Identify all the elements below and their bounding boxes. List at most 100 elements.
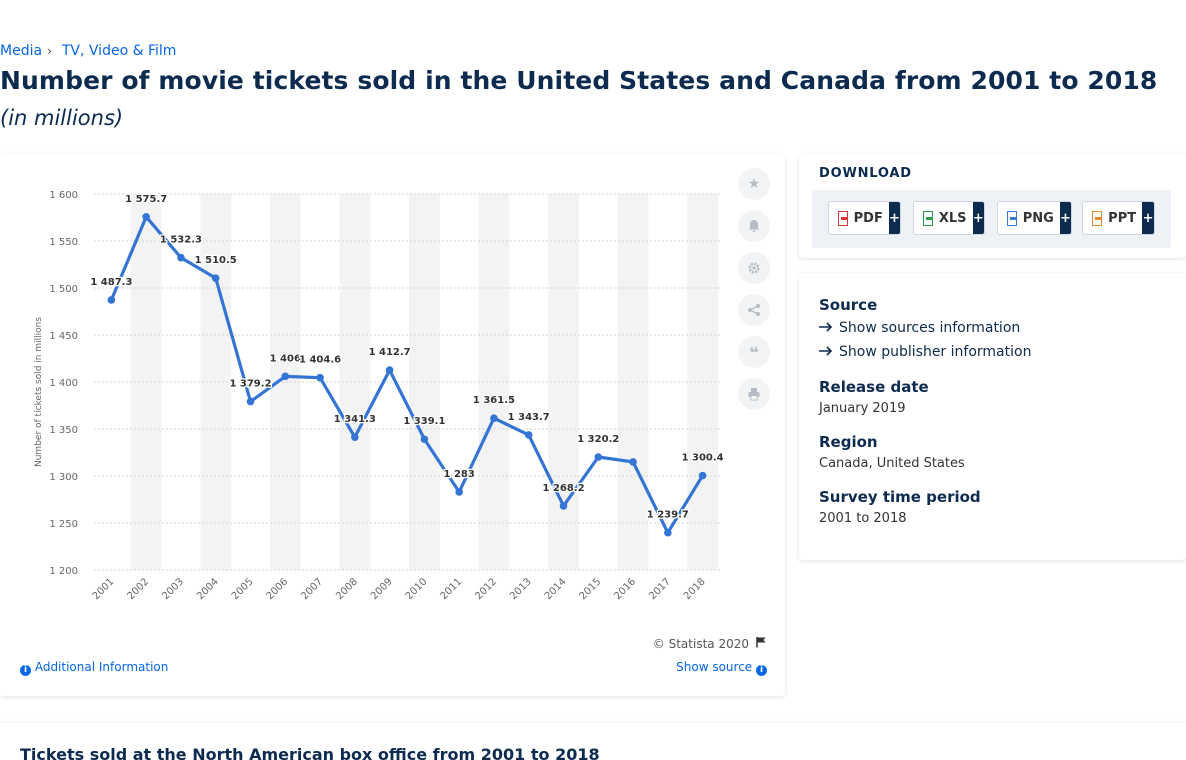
x-tick-label: 2010 bbox=[404, 576, 430, 602]
data-point bbox=[490, 414, 498, 422]
additional-information-label: Additional Information bbox=[34, 660, 169, 674]
show-publisher-link[interactable]: Show publisher information bbox=[819, 344, 1031, 360]
region-heading: Region bbox=[819, 433, 878, 451]
additional-information-link[interactable]: i Additional Information bbox=[20, 660, 168, 676]
x-tick-label: 2005 bbox=[230, 576, 256, 602]
data-point bbox=[664, 528, 672, 537]
release-date-heading: Release date bbox=[819, 378, 929, 396]
page-subtitle: (in millions) bbox=[0, 106, 124, 130]
show-sources-link[interactable]: Show sources information bbox=[819, 320, 1020, 336]
arrow-right-icon bbox=[819, 344, 833, 360]
data-point bbox=[385, 366, 394, 374]
x-tick-label: 2017 bbox=[647, 576, 673, 602]
cite-quote-icon[interactable]: ❝ bbox=[738, 336, 770, 368]
data-label: 1 361.5 bbox=[473, 395, 515, 406]
y-tick-label: 1 200 bbox=[49, 566, 78, 577]
data-label: 1 283 bbox=[444, 469, 475, 480]
info-icon: i bbox=[756, 665, 767, 676]
data-label: 1 343.7 bbox=[508, 412, 550, 423]
line-chart: 1 200 1 250 1 300 1 350 1 400 1 450 1 500 1 550… bbox=[34, 190, 725, 602]
x-tick-label: 2014 bbox=[543, 576, 569, 602]
ppt-file-icon bbox=[1092, 210, 1103, 226]
data-point bbox=[107, 296, 116, 304]
data-point bbox=[281, 372, 290, 381]
top-bar bbox=[0, 0, 1186, 30]
y-tick-label: 1 400 bbox=[49, 378, 78, 389]
data-point bbox=[351, 433, 359, 441]
data-label: 1 379.2 bbox=[229, 379, 271, 390]
show-source-label: Show source bbox=[676, 660, 753, 674]
data-label: 1 510.5 bbox=[195, 255, 237, 266]
data-point bbox=[316, 373, 324, 382]
plus-icon[interactable]: + bbox=[1142, 202, 1154, 234]
show-sources-label: Show sources information bbox=[839, 320, 1021, 336]
plus-icon[interactable]: + bbox=[1059, 202, 1071, 234]
page-title: Number of movie tickets sold in the Unit… bbox=[0, 66, 1158, 95]
statista-credit: © Statista 2020 bbox=[653, 636, 767, 651]
flag-icon[interactable] bbox=[755, 636, 767, 651]
data-point bbox=[559, 502, 568, 510]
data-label: 1 339.1 bbox=[403, 416, 445, 427]
data-point bbox=[698, 471, 707, 480]
data-label: 1 300.4 bbox=[682, 453, 724, 464]
download-xls-label: XLS bbox=[938, 210, 967, 226]
x-tick-label: 2004 bbox=[195, 576, 221, 602]
breadcrumb-media[interactable]: Media bbox=[0, 43, 43, 59]
x-tick-label: 2001 bbox=[91, 576, 117, 602]
y-tick-label: 1 300 bbox=[49, 472, 78, 483]
data-label: 1 575.7 bbox=[125, 194, 167, 205]
series-line bbox=[109, 215, 704, 535]
data-point bbox=[524, 431, 533, 439]
arrow-right-icon bbox=[819, 320, 833, 336]
plus-icon[interactable]: + bbox=[888, 202, 900, 234]
survey-period-heading: Survey time period bbox=[819, 488, 981, 506]
survey-period-value: 2001 to 2018 bbox=[819, 511, 907, 526]
x-tick-label: 2011 bbox=[439, 576, 465, 602]
x-tick-label: 2013 bbox=[508, 576, 534, 602]
info-icon: i bbox=[20, 665, 31, 676]
x-tick-label: 2015 bbox=[578, 576, 604, 602]
data-point bbox=[629, 458, 637, 466]
settings-gear-icon[interactable] bbox=[738, 252, 770, 284]
x-tick-label: 2018 bbox=[682, 576, 708, 602]
download-card: DOWNLOAD PDF + XLS + PNG + PPT + bbox=[799, 154, 1186, 258]
print-icon[interactable] bbox=[738, 378, 770, 410]
y-tick-label: 1 550 bbox=[49, 237, 78, 248]
data-point bbox=[246, 397, 255, 406]
data-label: 1 239.7 bbox=[647, 510, 689, 521]
download-xls-button[interactable]: XLS + bbox=[913, 201, 985, 235]
download-png-label: PNG bbox=[1022, 210, 1054, 226]
data-point bbox=[211, 274, 220, 282]
x-tick-label: 2012 bbox=[473, 576, 499, 602]
data-point bbox=[142, 213, 150, 221]
x-tick-label: 2007 bbox=[299, 576, 325, 602]
favorite-star-icon[interactable]: ★ bbox=[738, 168, 770, 200]
breadcrumb-separator: › bbox=[47, 44, 52, 58]
y-tick-label: 1 350 bbox=[49, 425, 78, 436]
share-icon[interactable] bbox=[738, 294, 770, 326]
related-statistic-title[interactable]: Tickets sold at the North American box o… bbox=[20, 745, 600, 760]
download-png-button[interactable]: PNG + bbox=[997, 201, 1072, 235]
download-pdf-label: PDF bbox=[853, 210, 883, 226]
chart-card: 1 200 1 250 1 300 1 350 1 400 1 450 1 500 1 550… bbox=[0, 154, 785, 696]
y-tick-label: 1 600 bbox=[49, 190, 78, 201]
download-pdf-button[interactable]: PDF + bbox=[828, 201, 901, 235]
download-ppt-button[interactable]: PPT + bbox=[1082, 201, 1155, 235]
chart-toolbar: ★ ❝ bbox=[738, 168, 770, 420]
breadcrumb-tv-video-film[interactable]: TV, Video & Film bbox=[61, 43, 177, 59]
notification-bell-icon[interactable] bbox=[738, 210, 770, 242]
credit-text: © Statista 2020 bbox=[652, 636, 749, 651]
plus-icon[interactable]: + bbox=[972, 202, 984, 234]
data-point bbox=[177, 253, 185, 262]
download-ppt-label: PPT bbox=[1108, 210, 1137, 226]
release-date-value: January 2019 bbox=[819, 401, 906, 416]
x-tick-label: 2016 bbox=[612, 576, 638, 602]
show-source-link[interactable]: Show source i bbox=[676, 660, 767, 676]
y-tick-label: 1 450 bbox=[49, 331, 78, 342]
data-label: 1 406 bbox=[270, 353, 301, 364]
y-tick-label: 1 250 bbox=[49, 519, 78, 530]
breadcrumb: Media › TV, Video & Film bbox=[0, 43, 176, 59]
png-file-icon bbox=[1007, 210, 1017, 226]
data-label: 1 320.2 bbox=[577, 434, 619, 445]
